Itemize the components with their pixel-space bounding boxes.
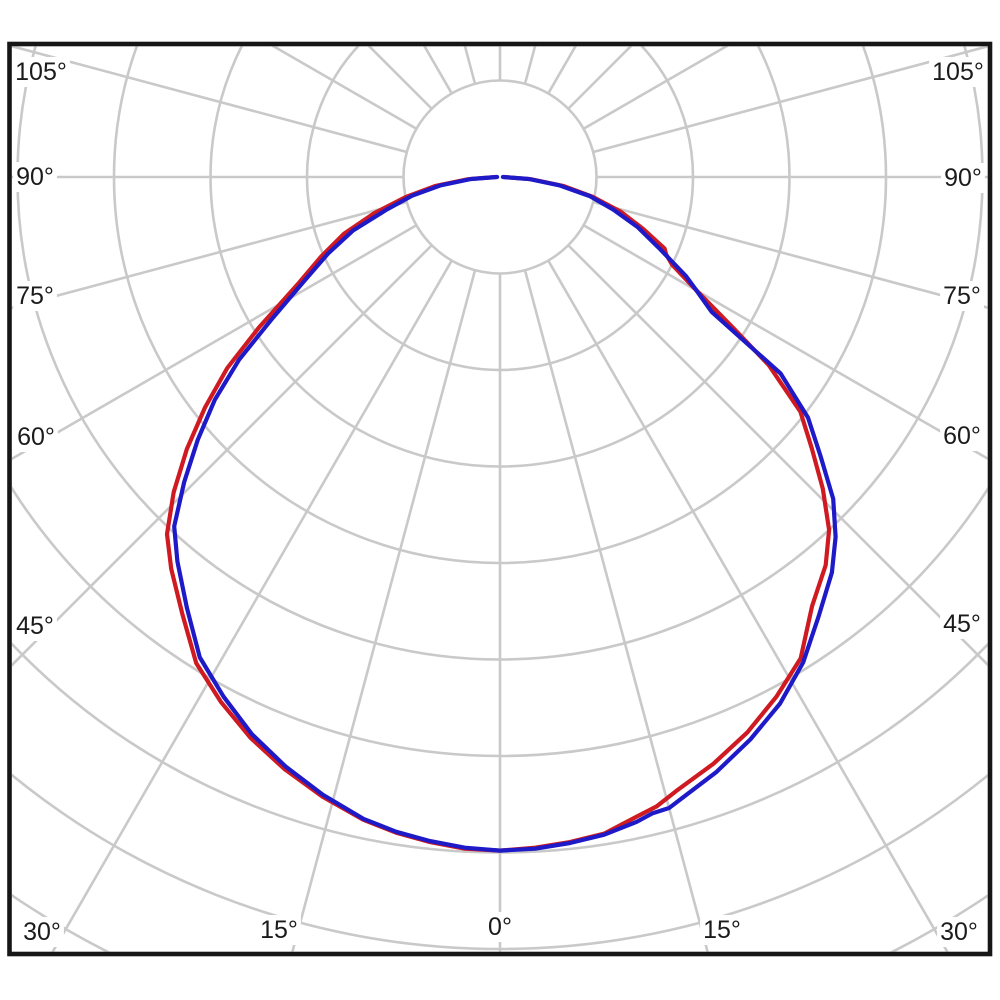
- label-backplate: [941, 163, 985, 193]
- intensity-curves: [164, 174, 838, 853]
- grid-spoke: [582, 46, 729, 130]
- grid-spoke: [12, 46, 408, 154]
- grid-spoke: [547, 259, 949, 952]
- label-backplate: [940, 281, 984, 311]
- label-backplate: [937, 917, 981, 947]
- label-backplate: [485, 912, 515, 942]
- angle-label-group: 105°: [12, 57, 70, 87]
- label-backplate: [13, 611, 57, 641]
- label-backplate: [940, 421, 984, 451]
- angle-label: 75°: [943, 282, 981, 310]
- label-backplate: [14, 422, 58, 452]
- angle-label: 0°: [488, 913, 512, 941]
- label-backplate: [929, 57, 987, 87]
- angle-label-group: 30°: [20, 917, 64, 947]
- angle-label: 90°: [16, 163, 54, 191]
- angle-label-group: 60°: [14, 422, 58, 452]
- angle-label-group: 90°: [941, 163, 985, 193]
- angle-label: 75°: [16, 282, 54, 310]
- angle-label-group: 15°: [257, 915, 301, 945]
- grid-spoke: [423, 46, 453, 95]
- angle-label-group: 105°: [929, 57, 987, 87]
- angle-label: 105°: [15, 58, 67, 86]
- angle-label: 105°: [932, 58, 984, 86]
- grid-spoke: [592, 46, 988, 154]
- label-backplate: [940, 609, 984, 639]
- angle-label: 90°: [944, 164, 982, 192]
- grid-spoke: [12, 224, 418, 461]
- grid-spoke: [547, 46, 577, 95]
- angle-label-group: 90°: [13, 162, 57, 192]
- angle-label-group: 60°: [940, 421, 984, 451]
- plot-border: [7, 41, 993, 957]
- label-backplate: [20, 917, 64, 947]
- angle-label: 30°: [23, 918, 61, 946]
- angle-label-group: 45°: [940, 609, 984, 639]
- angle-label: 60°: [17, 423, 55, 451]
- angle-label-group: 0°: [485, 912, 515, 942]
- label-backplate: [257, 915, 301, 945]
- angle-label-group: 75°: [940, 281, 984, 311]
- grid-spoke: [291, 269, 477, 952]
- angle-label: 45°: [16, 612, 54, 640]
- angle-label: 60°: [943, 422, 981, 450]
- grid-spoke: [51, 259, 453, 952]
- grid-spoke: [271, 46, 418, 130]
- grid-spoke: [367, 46, 433, 110]
- grid-spoke: [12, 200, 408, 310]
- label-backplate: [700, 915, 744, 945]
- angle-label-group: 15°: [700, 915, 744, 945]
- grid-spoke: [582, 224, 988, 460]
- angle-label-group: 30°: [937, 917, 981, 947]
- grid-spoke: [592, 200, 988, 309]
- angle-label-group: 75°: [13, 281, 57, 311]
- angle-label: 15°: [703, 916, 741, 944]
- angle-label: 45°: [943, 610, 981, 638]
- angle-label: 30°: [940, 918, 978, 946]
- label-backplate: [12, 57, 70, 87]
- blue-intensity-curve: [172, 174, 838, 853]
- grid-spoke: [567, 244, 988, 667]
- label-backplate: [13, 281, 57, 311]
- angle-labels: 105° 90° 75° 60° 45° 105° 90° 75° 60° 45° 30° 15° 0°…: [12, 57, 987, 947]
- grid-spoke: [567, 46, 633, 110]
- angle-label-group: 45°: [13, 611, 57, 641]
- angle-label: 15°: [260, 916, 298, 944]
- grid-spoke: [523, 269, 709, 952]
- grid-spoke: [12, 244, 433, 667]
- label-backplate: [13, 162, 57, 192]
- grid-ring: [402, 79, 598, 275]
